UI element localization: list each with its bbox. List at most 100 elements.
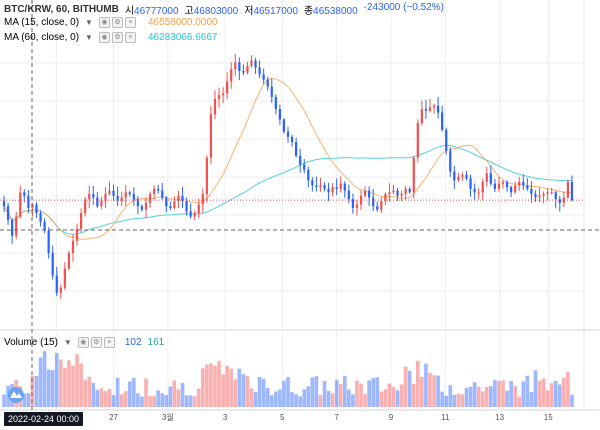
candles <box>2 54 574 299</box>
candle-body <box>343 183 346 191</box>
volume-bar <box>127 381 132 407</box>
close-icon[interactable]: × <box>124 32 136 43</box>
volume-bar <box>570 394 574 407</box>
crosshair-time-label: 2022-02-24 00:00 <box>4 412 84 426</box>
volume-value-2: 161 <box>147 337 165 348</box>
candle-body <box>67 253 71 269</box>
candle-body <box>43 221 46 231</box>
eye-icon[interactable]: ◉ <box>77 337 89 348</box>
low-label: 저 <box>244 6 254 17</box>
candle-body <box>35 204 38 214</box>
volume-legend: Volume (15) ▼ ◉ ⚙ × 102 161 <box>4 337 164 348</box>
volume-bar <box>497 380 501 407</box>
settings-icon[interactable]: ⚙ <box>111 32 123 43</box>
volume-bar <box>278 389 282 407</box>
x-tick-label: 27 <box>109 413 118 422</box>
candle-body <box>205 157 208 195</box>
ohlc-readout: 시46777000 고46803000 저46517000 종46538000 … <box>125 2 444 17</box>
volume-bar <box>342 375 347 407</box>
candle-body <box>457 176 460 181</box>
chevron-down-icon[interactable]: ▼ <box>85 18 93 27</box>
volume-bar <box>54 352 59 407</box>
chevron-down-icon[interactable]: ▼ <box>63 338 72 347</box>
eye-icon[interactable]: ◉ <box>98 32 110 43</box>
volume-bar <box>480 391 485 407</box>
ma60-label[interactable]: MA (60, close, 0) <box>4 32 80 43</box>
volume-bar <box>46 369 51 407</box>
time-axis: 25273월3579111315 <box>52 412 553 422</box>
volume-bar <box>545 390 550 407</box>
close-value: 46538000 <box>313 6 358 17</box>
eye-icon[interactable]: ◉ <box>98 17 110 28</box>
volume-label[interactable]: Volume (15) <box>4 337 58 348</box>
volume-bar <box>468 386 473 407</box>
volume-bar <box>444 395 449 407</box>
candle-body <box>412 157 415 193</box>
settings-icon[interactable]: ⚙ <box>90 337 102 348</box>
volume-bar <box>549 383 554 407</box>
candle-body <box>319 185 322 188</box>
volume-bar <box>172 380 177 407</box>
candle-body <box>278 109 282 120</box>
settings-icon[interactable]: ⚙ <box>111 17 123 28</box>
volume-bar <box>132 377 136 407</box>
candle-body <box>75 228 79 241</box>
candle-body <box>351 199 355 208</box>
symbol-title[interactable]: BTC/KRW, 60, BITHUMB <box>4 4 119 15</box>
candle-body <box>530 188 533 195</box>
candle-body <box>47 230 50 253</box>
candle-body <box>428 107 432 111</box>
volume-bar <box>338 384 343 407</box>
candle-body <box>299 155 302 165</box>
candle-body <box>522 181 525 186</box>
volume-bar <box>233 379 238 407</box>
close-icon[interactable]: × <box>124 17 136 28</box>
volume-bar <box>383 389 388 407</box>
volume-bar <box>359 383 363 407</box>
volume-bar <box>411 383 416 407</box>
candle-body <box>169 206 172 208</box>
candle-body <box>266 79 269 87</box>
candle-body <box>92 194 95 198</box>
candle-body <box>173 201 176 208</box>
ma15-value: 46558000.0000 <box>147 17 218 28</box>
candle-body <box>416 123 419 158</box>
open-value: 46777000 <box>134 6 179 17</box>
ma15-path <box>3 77 573 240</box>
chevron-down-icon[interactable]: ▼ <box>85 33 93 42</box>
candle-body <box>242 71 245 73</box>
candle-body <box>562 197 565 203</box>
candle-body <box>246 65 249 73</box>
volume-bar <box>521 381 526 407</box>
chart-header: BTC/KRW, 60, BITHUMB 시46777000 고46803000… <box>4 2 444 17</box>
volume-bar <box>347 389 351 407</box>
volume-bar <box>111 395 116 407</box>
candle-body <box>132 194 135 200</box>
volume-bar <box>176 389 181 407</box>
close-icon[interactable]: × <box>103 337 115 348</box>
volume-bar <box>290 392 294 407</box>
volume-bar <box>75 354 79 407</box>
candle-body <box>311 180 314 186</box>
ma15-label[interactable]: MA (15, close, 0) <box>4 17 80 28</box>
candle-body <box>254 60 257 68</box>
volume-bar <box>91 382 96 407</box>
volume-bar <box>355 380 359 407</box>
volume-bars <box>2 351 574 407</box>
volume-bar <box>107 389 112 407</box>
volume-bar <box>71 365 75 407</box>
candle-body <box>546 192 549 195</box>
candle-body <box>510 187 513 193</box>
candle-body <box>51 253 54 276</box>
volume-bar <box>489 386 493 407</box>
volume-bar <box>314 376 319 407</box>
volume-bar <box>472 382 477 407</box>
volume-bar <box>168 386 173 407</box>
volume-bar <box>286 377 290 407</box>
candle-body <box>566 181 570 198</box>
volume-bar <box>148 395 152 407</box>
volume-bar <box>476 386 481 407</box>
candle-body <box>23 192 26 196</box>
candle-body <box>380 201 383 210</box>
